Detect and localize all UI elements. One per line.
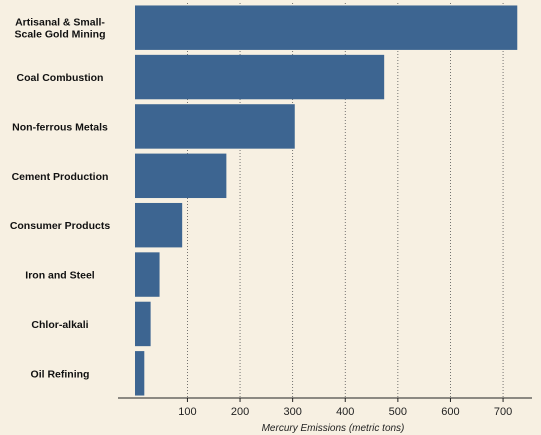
tick-label-600: 600 bbox=[441, 406, 459, 418]
category-label-0: Artisanal & Small-Scale Gold Mining bbox=[14, 17, 105, 41]
category-label-3: Cement Production bbox=[12, 171, 109, 183]
bar-2 bbox=[135, 104, 295, 149]
tick-label-400: 400 bbox=[336, 406, 354, 418]
category-label-1: Coal Combustion bbox=[17, 72, 104, 84]
category-labels: Artisanal & Small-Scale Gold Mining Coal … bbox=[10, 17, 111, 381]
tick-label-300: 300 bbox=[283, 406, 301, 418]
bar-4 bbox=[135, 202, 183, 248]
bar-7 bbox=[135, 351, 145, 396]
bars bbox=[135, 5, 518, 396]
bar-0 bbox=[135, 5, 518, 50]
category-label-6: Chlor-alkali bbox=[31, 319, 88, 331]
tick-label-100: 100 bbox=[178, 406, 196, 418]
category-label-5: Iron and Steel bbox=[25, 270, 95, 282]
x-axis-ticks: 100 200 300 400 500 600 700 bbox=[178, 398, 512, 418]
category-label-7: Oil Refining bbox=[31, 368, 90, 380]
bar-3 bbox=[135, 153, 227, 199]
category-label-2: Non-ferrous Metals bbox=[12, 121, 108, 133]
bar-5 bbox=[135, 252, 160, 297]
tick-label-500: 500 bbox=[389, 406, 407, 418]
x-axis-title: Mercury Emissions (metric tons) bbox=[262, 423, 405, 434]
category-label-4: Consumer Products bbox=[10, 220, 111, 232]
tick-label-200: 200 bbox=[231, 406, 249, 418]
bar-6 bbox=[135, 301, 151, 347]
tick-label-700: 700 bbox=[494, 406, 512, 418]
bar-1 bbox=[135, 54, 385, 100]
